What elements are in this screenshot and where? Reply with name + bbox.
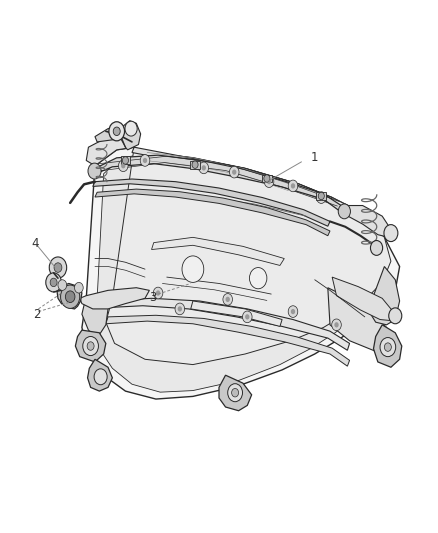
FancyBboxPatch shape (317, 192, 326, 200)
Circle shape (243, 311, 252, 322)
Polygon shape (132, 147, 332, 203)
Circle shape (54, 263, 62, 272)
Circle shape (288, 180, 298, 192)
Circle shape (228, 384, 243, 402)
Circle shape (46, 273, 61, 292)
FancyBboxPatch shape (120, 157, 130, 165)
Polygon shape (191, 301, 282, 326)
Polygon shape (121, 120, 141, 150)
Circle shape (267, 179, 271, 184)
Text: 1: 1 (311, 151, 318, 164)
Circle shape (264, 175, 270, 182)
Polygon shape (95, 155, 387, 392)
Polygon shape (343, 206, 391, 237)
Circle shape (334, 322, 339, 327)
Circle shape (338, 204, 350, 219)
Circle shape (223, 294, 233, 305)
Polygon shape (332, 277, 393, 320)
Circle shape (318, 192, 324, 200)
Circle shape (245, 314, 250, 319)
Circle shape (49, 257, 67, 278)
Polygon shape (106, 147, 391, 365)
Circle shape (389, 308, 402, 324)
Circle shape (74, 282, 83, 293)
Polygon shape (328, 288, 393, 354)
Circle shape (88, 163, 101, 179)
Circle shape (182, 256, 204, 282)
Text: 3: 3 (149, 291, 156, 304)
Polygon shape (82, 296, 108, 338)
Circle shape (175, 303, 185, 315)
Circle shape (50, 278, 57, 287)
Circle shape (178, 306, 182, 312)
Circle shape (332, 319, 341, 330)
Circle shape (317, 192, 326, 204)
Circle shape (291, 183, 295, 189)
Circle shape (153, 287, 163, 299)
Circle shape (385, 343, 391, 351)
Circle shape (201, 165, 206, 171)
Polygon shape (82, 147, 399, 399)
Circle shape (94, 369, 107, 385)
Polygon shape (92, 155, 345, 214)
Circle shape (109, 122, 124, 141)
Circle shape (122, 157, 128, 164)
Circle shape (232, 169, 237, 175)
Circle shape (156, 290, 160, 296)
Circle shape (60, 285, 80, 309)
Polygon shape (80, 288, 149, 309)
Circle shape (380, 337, 396, 357)
Circle shape (199, 162, 208, 174)
Polygon shape (106, 316, 350, 366)
Circle shape (125, 121, 137, 136)
Polygon shape (86, 136, 134, 166)
Circle shape (250, 268, 267, 289)
Polygon shape (88, 359, 113, 391)
Polygon shape (102, 298, 350, 350)
Circle shape (192, 161, 198, 168)
Polygon shape (369, 266, 399, 325)
Circle shape (121, 163, 125, 168)
Circle shape (143, 158, 147, 163)
Polygon shape (57, 284, 82, 309)
Circle shape (65, 291, 75, 303)
Polygon shape (152, 237, 284, 265)
Text: 4: 4 (31, 237, 39, 250)
Polygon shape (374, 325, 402, 367)
Circle shape (140, 155, 150, 166)
Polygon shape (93, 179, 330, 226)
FancyBboxPatch shape (262, 174, 272, 182)
Polygon shape (95, 126, 125, 142)
Polygon shape (75, 330, 106, 362)
Circle shape (319, 195, 323, 200)
Circle shape (230, 166, 239, 178)
Circle shape (113, 127, 120, 135)
Circle shape (58, 280, 67, 290)
Circle shape (83, 336, 99, 356)
Circle shape (384, 224, 398, 241)
Circle shape (288, 306, 298, 317)
Circle shape (232, 389, 239, 397)
Circle shape (264, 176, 274, 188)
Polygon shape (219, 375, 252, 411)
FancyBboxPatch shape (190, 161, 200, 168)
Circle shape (291, 309, 295, 314)
Polygon shape (95, 189, 330, 236)
Circle shape (371, 240, 383, 255)
Circle shape (226, 297, 230, 302)
Circle shape (87, 342, 94, 350)
Circle shape (118, 160, 128, 172)
Text: 2: 2 (33, 308, 40, 321)
